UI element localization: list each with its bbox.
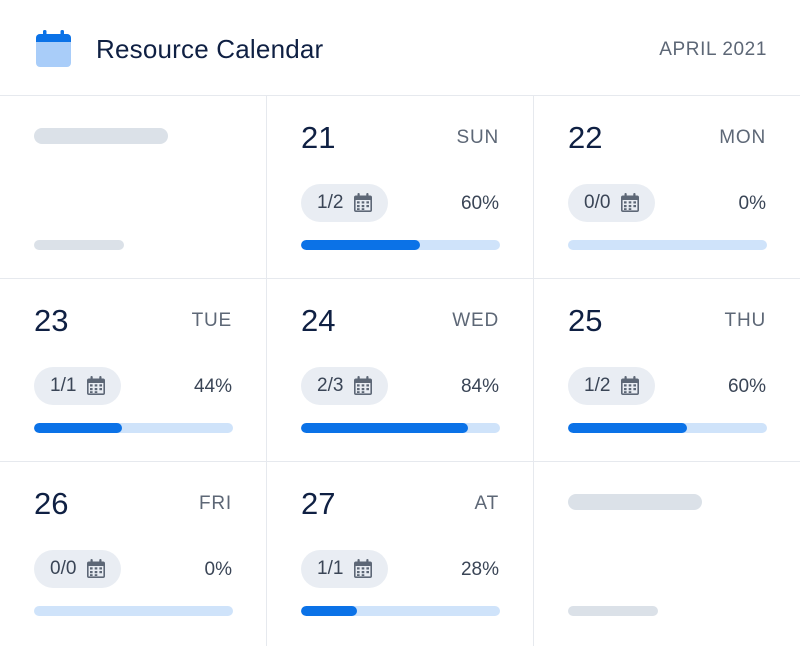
calendar-header: Resource Calendar APRIL 2021 bbox=[0, 0, 800, 96]
weekday-label: THU bbox=[724, 310, 766, 331]
placeholder-cell bbox=[534, 462, 800, 646]
skeleton-line bbox=[568, 494, 702, 510]
booking-count-pill[interactable]: 1/2 bbox=[301, 184, 389, 222]
utilization-bar-fill bbox=[301, 240, 421, 250]
weekday-label: TUE bbox=[191, 310, 232, 331]
day-number: 22 bbox=[568, 120, 603, 155]
utilization-bar bbox=[301, 240, 500, 250]
weekday-label: SUN bbox=[456, 127, 499, 148]
booking-count-pill[interactable]: 1/1 bbox=[34, 367, 122, 405]
booking-count: 1/1 bbox=[317, 558, 344, 579]
day-number: 21 bbox=[301, 120, 336, 155]
booking-count: 1/1 bbox=[50, 375, 77, 396]
booking-count: 2/3 bbox=[317, 375, 344, 396]
utilization-bar bbox=[301, 606, 500, 616]
booking-count-pill[interactable]: 0/0 bbox=[568, 184, 656, 222]
utilization-percent: 28% bbox=[460, 559, 499, 580]
day-cell-25[interactable]: 25 THU 1/2 60% bbox=[534, 279, 800, 462]
utilization-percent: 60% bbox=[460, 193, 499, 214]
weekday-label: MON bbox=[719, 127, 766, 148]
calendar-grid: 21 SUN 1/2 60% 22 MON 0/0 0% 23 TUE 1/1 … bbox=[0, 96, 800, 646]
utilization-bar-fill bbox=[568, 423, 688, 433]
utilization-bar bbox=[568, 240, 767, 250]
page-title: Resource Calendar bbox=[96, 34, 324, 64]
utilization-bar bbox=[568, 423, 767, 433]
day-number: 23 bbox=[34, 303, 69, 338]
day-cell-23[interactable]: 23 TUE 1/1 44% bbox=[0, 279, 267, 462]
booking-count: 0/0 bbox=[584, 192, 611, 213]
calendar-grid-icon bbox=[621, 193, 640, 212]
calendar-grid-icon bbox=[87, 376, 106, 395]
booking-count: 1/2 bbox=[584, 375, 611, 396]
placeholder-cell bbox=[0, 96, 267, 279]
booking-count: 0/0 bbox=[50, 558, 77, 579]
utilization-bar bbox=[34, 423, 233, 433]
utilization-bar-fill bbox=[301, 606, 357, 616]
calendar-icon bbox=[36, 30, 71, 67]
weekday-label: WED bbox=[452, 310, 499, 331]
utilization-percent: 0% bbox=[738, 193, 766, 214]
utilization-bar bbox=[34, 606, 233, 616]
calendar-grid-icon bbox=[354, 559, 373, 578]
current-month-label[interactable]: APRIL 2021 bbox=[659, 39, 767, 60]
booking-count-pill[interactable]: 1/1 bbox=[301, 550, 389, 588]
calendar-grid-icon bbox=[354, 193, 373, 212]
day-cell-24[interactable]: 24 WED 2/3 84% bbox=[267, 279, 534, 462]
utilization-bar-fill bbox=[301, 423, 469, 433]
utilization-bar-fill bbox=[34, 423, 122, 433]
booking-count-pill[interactable]: 2/3 bbox=[301, 367, 389, 405]
day-cell-21[interactable]: 21 SUN 1/2 60% bbox=[267, 96, 534, 279]
skeleton-line bbox=[34, 128, 168, 144]
day-cell-22[interactable]: 22 MON 0/0 0% bbox=[534, 96, 800, 279]
skeleton-line bbox=[568, 606, 658, 616]
utilization-bar bbox=[301, 423, 500, 433]
day-number: 24 bbox=[301, 303, 336, 338]
utilization-percent: 84% bbox=[460, 376, 499, 397]
weekday-label: FRI bbox=[198, 493, 232, 514]
utilization-percent: 60% bbox=[727, 376, 766, 397]
calendar-grid-icon bbox=[87, 559, 106, 578]
day-number: 27 bbox=[301, 486, 336, 521]
day-cell-26[interactable]: 26 FRI 0/0 0% bbox=[0, 462, 267, 646]
skeleton-line bbox=[34, 240, 124, 250]
day-number: 25 bbox=[568, 303, 603, 338]
utilization-percent: 44% bbox=[193, 376, 232, 397]
booking-count-pill[interactable]: 0/0 bbox=[34, 550, 122, 588]
day-number: 26 bbox=[34, 486, 69, 521]
utilization-percent: 0% bbox=[204, 559, 232, 580]
day-cell-27[interactable]: 27 AT 1/1 28% bbox=[267, 462, 534, 646]
weekday-label: AT bbox=[474, 493, 499, 514]
calendar-grid-icon bbox=[621, 376, 640, 395]
calendar-grid-icon bbox=[354, 376, 373, 395]
booking-count: 1/2 bbox=[317, 192, 344, 213]
booking-count-pill[interactable]: 1/2 bbox=[568, 367, 656, 405]
